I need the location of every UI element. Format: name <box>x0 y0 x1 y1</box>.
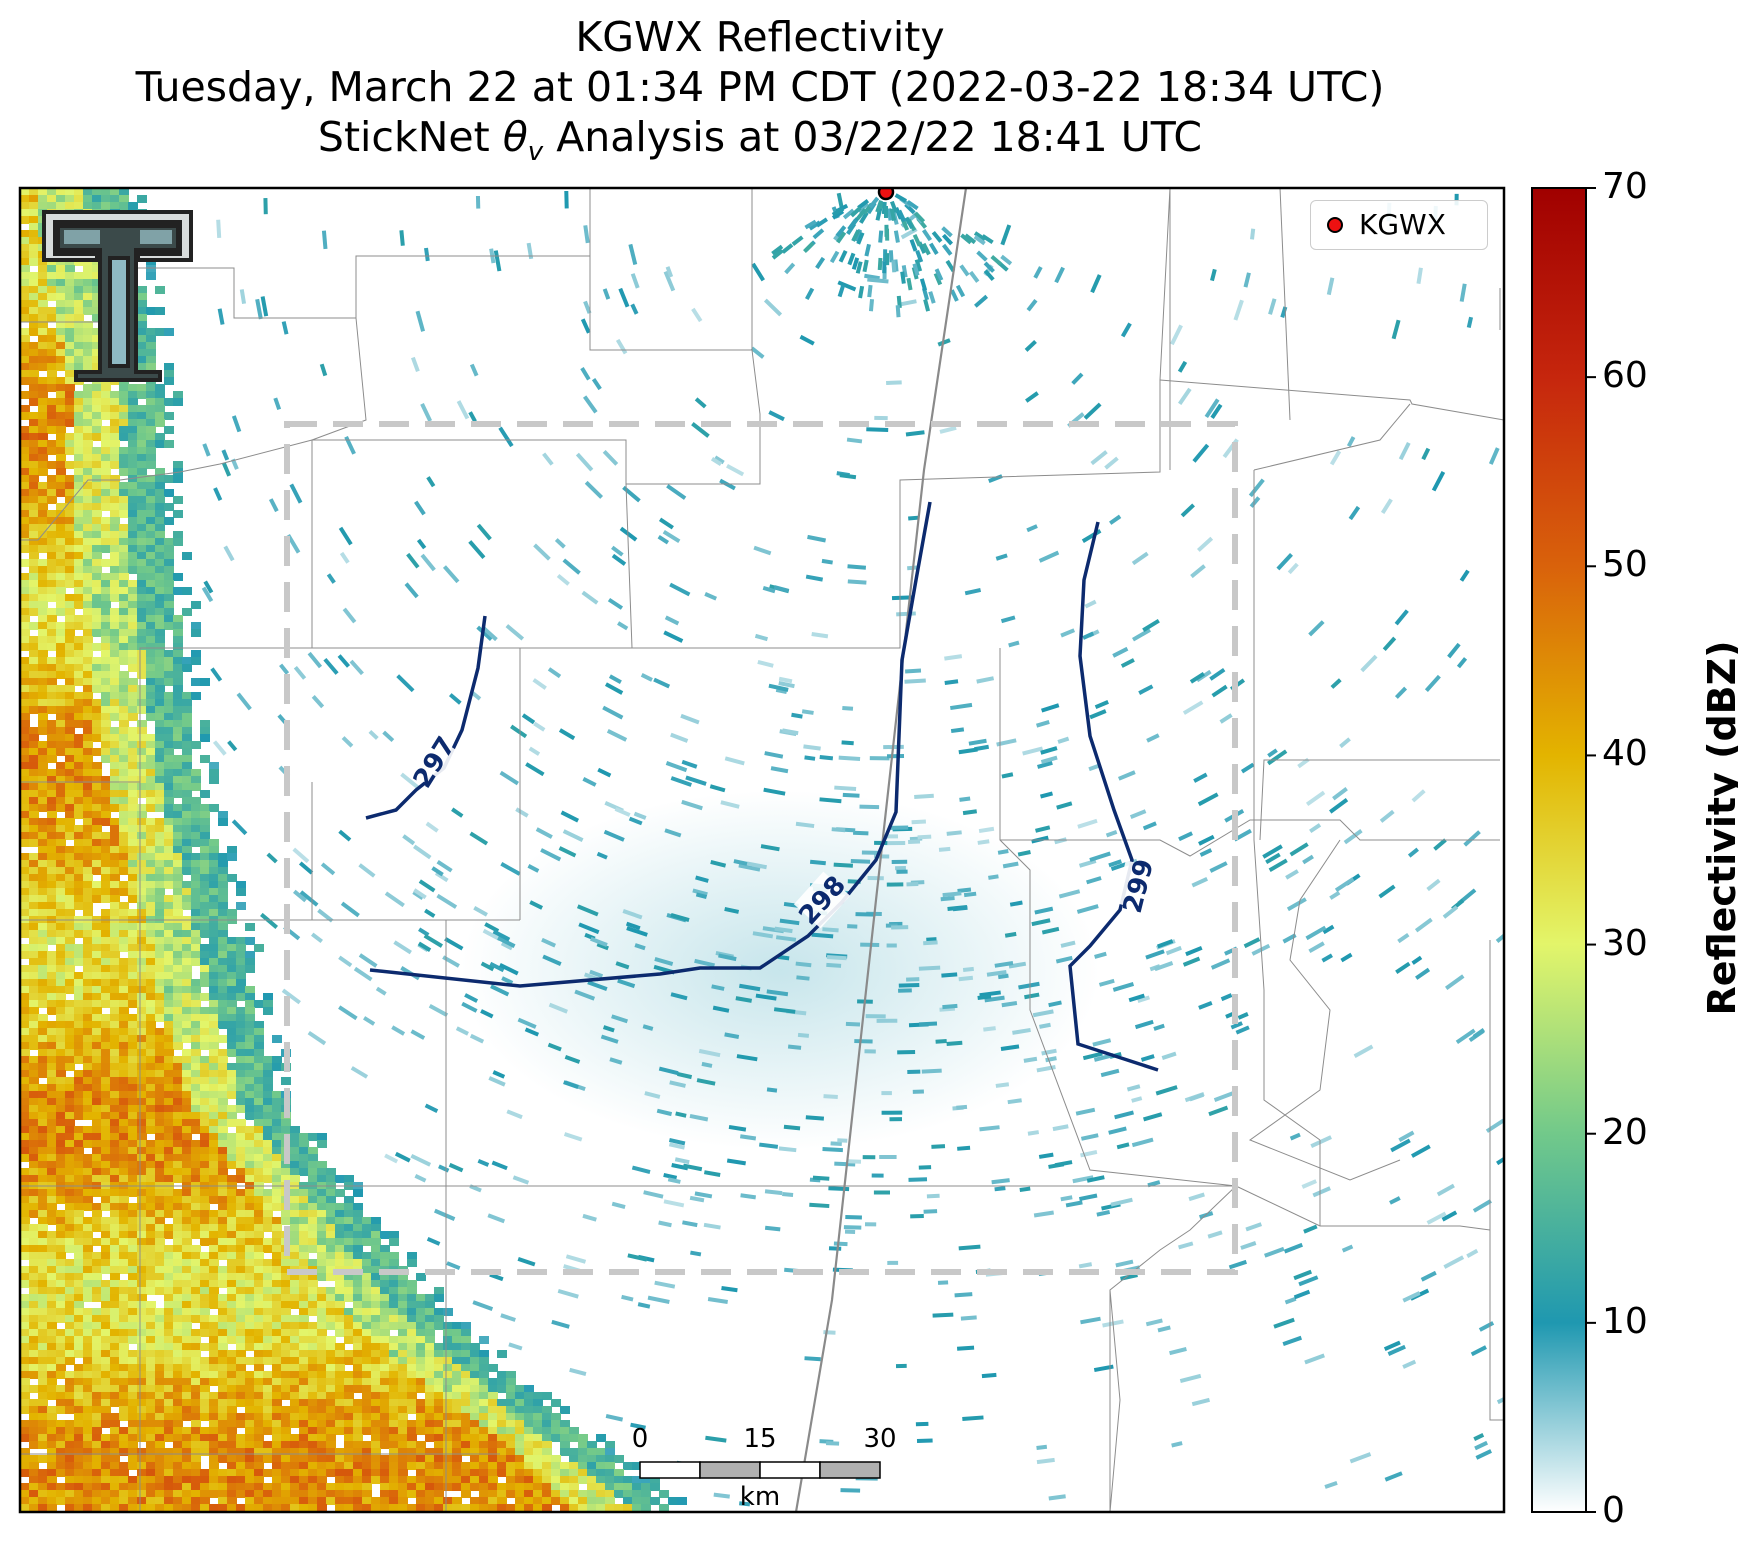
colorbar-tick-label: 50 <box>1602 544 1648 586</box>
map-legend: KGWX <box>1310 200 1488 250</box>
scale-tick-30: 30 <box>863 1424 897 1454</box>
ground-clutter-area <box>460 790 1100 1150</box>
radar-marker-icon <box>1327 217 1343 233</box>
analysis-domain-box <box>284 421 1238 1275</box>
colorbar-ticks <box>1586 187 1596 1513</box>
colorbar-tick-label: 60 <box>1602 355 1648 397</box>
colorbar-title: Reflectivity (dBZ) <box>1700 640 1738 1016</box>
scale-bar <box>639 1461 881 1479</box>
title-time: Tuesday, March 22 at 01:34 PM CDT (2022-… <box>135 63 1385 111</box>
title-analysis: StickNet θv Analysis at 03/22/22 18:41 U… <box>317 113 1203 168</box>
kgwx-radar-marker <box>877 188 895 201</box>
colorbar-tick-label: 70 <box>1602 166 1648 207</box>
colorbar-tick-label: 10 <box>1602 1300 1648 1342</box>
legend-label: KGWX <box>1359 208 1446 241</box>
map-frame <box>18 186 1506 1514</box>
colorbar <box>1531 187 1587 1513</box>
colorbar-tick-label: 30 <box>1602 922 1648 964</box>
texas-tech-logo <box>42 210 193 382</box>
colorbar-tick-label: 40 <box>1602 733 1648 775</box>
scale-tick-15: 15 <box>743 1424 777 1454</box>
reflectivity-field <box>20 188 1504 1512</box>
contour-299 <box>1068 521 1159 1072</box>
colorbar-tick-label: 20 <box>1602 1111 1648 1153</box>
scale-unit: km <box>739 1482 781 1512</box>
title-radar: KGWX Reflectivity <box>575 13 945 61</box>
theta-v-symbol: θv <box>502 113 544 168</box>
colorbar-tick-label: 0 <box>1602 1490 1625 1531</box>
interstate-highway <box>794 188 968 1512</box>
scale-tick-0: 0 <box>631 1424 649 1454</box>
figure-title: KGWX Reflectivity Tuesday, March 22 at 0… <box>0 12 1520 177</box>
